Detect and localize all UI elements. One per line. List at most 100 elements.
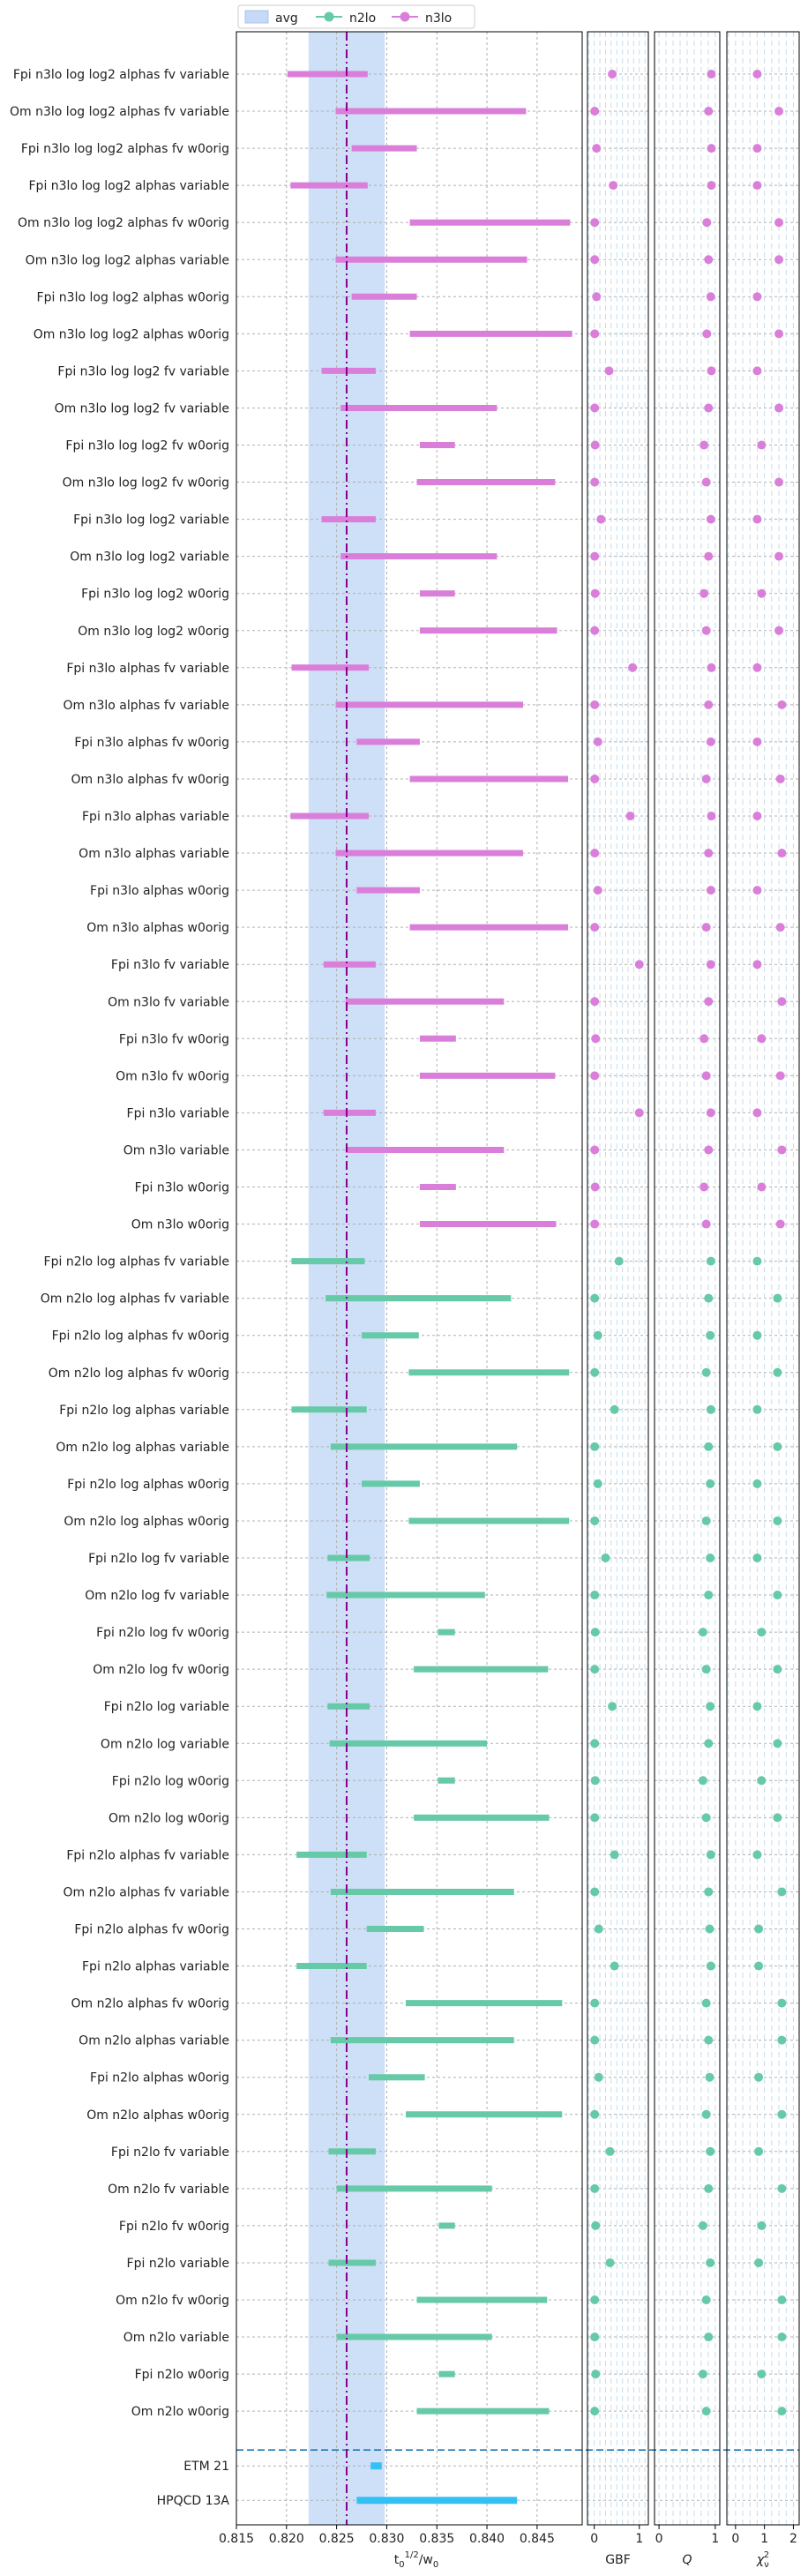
q-marker xyxy=(706,514,715,524)
fit-label: Fpi n3lo log log2 variable xyxy=(73,513,229,528)
q-marker xyxy=(701,1516,711,1525)
gbf-marker xyxy=(609,181,618,191)
gbf-marker xyxy=(590,1998,600,2008)
legend-n3lo-marker xyxy=(400,11,410,22)
fit-label: Fpi n2lo log fv variable xyxy=(88,1552,229,1566)
q-marker xyxy=(704,255,714,265)
q-marker xyxy=(707,812,716,820)
q-marker xyxy=(704,700,714,709)
chi2-marker xyxy=(754,1924,764,1934)
fit-label: Fpi n2lo alphas fv variable xyxy=(66,1848,229,1862)
chi2-marker xyxy=(752,1330,762,1340)
gbf-marker xyxy=(610,1404,619,1414)
q-marker xyxy=(706,1256,715,1266)
chi2-marker xyxy=(774,329,784,339)
chi2-marker xyxy=(777,849,787,858)
gbf-marker xyxy=(605,2258,615,2267)
chi2-marker xyxy=(774,403,784,413)
main-xtick-label: 0.845 xyxy=(520,2532,555,2546)
chi2-marker xyxy=(777,700,787,709)
main-xtick-label: 0.815 xyxy=(219,2532,254,2546)
fit-label: Fpi n2lo log fv w0orig xyxy=(96,1626,229,1640)
fit-label: Om n3lo alphas fv variable xyxy=(64,699,230,713)
chi2-xtick-label: 0 xyxy=(731,2532,739,2546)
legend-n2lo-marker xyxy=(324,11,334,22)
gbf-marker xyxy=(594,1924,603,1934)
fit-label: Om n3lo variable xyxy=(123,1143,229,1157)
q-marker xyxy=(704,1145,714,1155)
q-marker xyxy=(700,1182,709,1192)
chi2-marker xyxy=(757,1628,767,1637)
main-xtick-label: 0.840 xyxy=(469,2532,505,2546)
chi2-marker xyxy=(752,1702,762,1711)
gbf-marker xyxy=(590,329,600,339)
gbf-marker xyxy=(590,2183,600,2193)
q-marker xyxy=(704,1591,714,1600)
gbf-marker xyxy=(590,1813,600,1823)
q-marker xyxy=(700,588,709,598)
gbf-marker xyxy=(590,1516,600,1525)
fit-label: Fpi n3lo log log2 alphas variable xyxy=(29,179,230,193)
reference-label: HPQCD 13A xyxy=(157,2494,230,2508)
chi2-marker xyxy=(775,923,785,932)
q-marker xyxy=(701,2295,711,2304)
legend-avg-label: avg xyxy=(275,11,298,26)
reference-label: ETM 21 xyxy=(183,2460,229,2474)
fit-label: Om n2lo log w0orig xyxy=(108,1811,229,1825)
chi2-marker xyxy=(757,1182,767,1192)
chi2-marker xyxy=(777,2109,787,2119)
chi2-marker xyxy=(773,1591,782,1600)
chi2-marker xyxy=(774,218,784,228)
q-marker xyxy=(704,997,714,1007)
q-marker xyxy=(706,292,715,302)
fit-label: Fpi n2lo log alphas fv w0orig xyxy=(52,1329,229,1344)
gbf-marker xyxy=(625,812,635,820)
chi2-marker xyxy=(752,70,762,79)
gbf-marker xyxy=(590,588,600,598)
main-xtick-label: 0.830 xyxy=(369,2532,404,2546)
fit-label: Fpi n3lo alphas fv variable xyxy=(66,662,229,676)
gbf-xtick-label: 1 xyxy=(635,2532,643,2546)
fit-label: Om n2lo alphas variable xyxy=(79,2034,229,2048)
chi2-marker xyxy=(752,1256,762,1266)
fit-label: Om n3lo alphas w0orig xyxy=(86,921,229,935)
fit-label: Fpi n3lo log log2 fv w0orig xyxy=(65,439,229,453)
q-marker xyxy=(704,849,714,858)
fit-label: Om n2lo variable xyxy=(123,2331,229,2345)
chi2-xtick-label: 2 xyxy=(789,2532,797,2546)
fit-label: Om n3lo fv variable xyxy=(108,995,229,1009)
q-marker xyxy=(704,1293,714,1303)
fit-label: Om n3lo log log2 alphas variable xyxy=(26,253,229,267)
fit-label: Fpi n3lo alphas w0orig xyxy=(90,884,229,898)
q-marker xyxy=(704,2035,714,2045)
chi2-marker xyxy=(757,440,767,450)
gbf-marker xyxy=(590,218,600,228)
fit-label: Fpi n3lo w0orig xyxy=(135,1181,229,1195)
gbf-marker xyxy=(590,2109,600,2119)
gbf-marker xyxy=(590,1442,600,1451)
q-marker xyxy=(700,1034,709,1044)
fit-label: Fpi n3lo log log2 alphas fv w0orig xyxy=(21,142,229,156)
gbf-marker xyxy=(592,292,602,302)
q-marker xyxy=(701,1367,711,1377)
q-marker xyxy=(706,1404,715,1414)
gbf-marker xyxy=(590,1293,600,1303)
q-marker xyxy=(706,2258,715,2267)
fit-label: Om n3lo log log2 w0orig xyxy=(78,625,229,639)
gbf-marker xyxy=(593,737,602,746)
gbf-marker xyxy=(590,403,600,413)
q-marker xyxy=(706,886,715,895)
gbf-marker xyxy=(604,366,614,376)
gbf-marker xyxy=(590,2295,600,2304)
q-marker xyxy=(701,774,711,783)
chi2-marker xyxy=(754,2258,764,2267)
gbf-marker xyxy=(605,2146,615,2156)
chi2-marker xyxy=(752,366,762,376)
gbf-xtick-label: 0 xyxy=(590,2532,598,2546)
q-marker xyxy=(706,1108,715,1118)
gbf-marker xyxy=(590,625,600,635)
fit-label: Om n3lo log log2 alphas fv variable xyxy=(10,105,229,119)
chi2-marker xyxy=(777,997,787,1007)
q-marker xyxy=(700,440,709,450)
fit-label: Om n3lo log log2 fv w0orig xyxy=(63,476,229,490)
